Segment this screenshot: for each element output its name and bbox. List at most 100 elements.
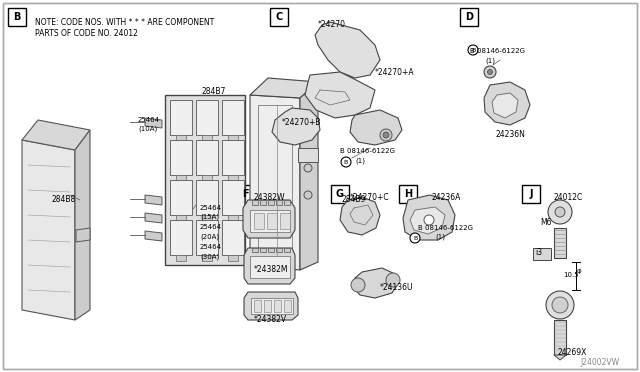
- Bar: [202, 215, 212, 221]
- Bar: [170, 220, 192, 255]
- Bar: [170, 180, 192, 215]
- Circle shape: [555, 207, 565, 217]
- Bar: [176, 135, 186, 141]
- Text: 24269X: 24269X: [558, 348, 588, 357]
- Text: J: J: [529, 189, 532, 199]
- Bar: [196, 220, 218, 255]
- Text: D: D: [465, 12, 473, 22]
- Bar: [267, 213, 277, 229]
- Bar: [202, 175, 212, 181]
- Text: (1): (1): [355, 157, 365, 164]
- Bar: [250, 256, 290, 278]
- Text: G: G: [336, 189, 344, 199]
- Polygon shape: [305, 72, 375, 118]
- Polygon shape: [22, 120, 90, 150]
- Text: φ: φ: [577, 268, 582, 274]
- Bar: [522, 185, 540, 203]
- Polygon shape: [403, 195, 455, 240]
- Circle shape: [386, 273, 400, 287]
- Polygon shape: [145, 118, 162, 128]
- Polygon shape: [243, 200, 295, 238]
- Bar: [165, 95, 245, 265]
- Circle shape: [380, 129, 392, 141]
- Polygon shape: [272, 108, 320, 145]
- Polygon shape: [353, 268, 398, 298]
- Circle shape: [341, 157, 351, 167]
- Text: *24270: *24270: [318, 20, 346, 29]
- Text: 24236A: 24236A: [432, 193, 461, 202]
- Bar: [264, 300, 271, 312]
- Bar: [196, 100, 218, 135]
- Text: *24136U: *24136U: [380, 283, 413, 292]
- Text: B: B: [413, 235, 417, 241]
- Text: 284B8: 284B8: [52, 195, 76, 204]
- Text: (10A): (10A): [138, 126, 157, 132]
- Polygon shape: [145, 231, 162, 241]
- Circle shape: [552, 297, 568, 313]
- Bar: [251, 298, 293, 314]
- Polygon shape: [252, 248, 258, 252]
- Bar: [254, 300, 261, 312]
- Polygon shape: [484, 82, 530, 125]
- Polygon shape: [284, 200, 290, 205]
- Circle shape: [468, 45, 478, 55]
- Bar: [250, 210, 290, 232]
- Polygon shape: [492, 93, 518, 118]
- Bar: [554, 228, 566, 258]
- Circle shape: [546, 291, 574, 319]
- Bar: [280, 213, 290, 229]
- Text: 284B7: 284B7: [202, 87, 227, 96]
- Polygon shape: [284, 248, 290, 252]
- Polygon shape: [250, 95, 300, 270]
- Polygon shape: [252, 200, 258, 205]
- Text: J24002VW: J24002VW: [580, 358, 619, 367]
- Text: 24382W: 24382W: [254, 193, 285, 202]
- Polygon shape: [410, 207, 445, 234]
- Text: *24382V: *24382V: [254, 315, 287, 324]
- Text: (1): (1): [435, 234, 445, 241]
- Bar: [258, 105, 292, 255]
- Polygon shape: [260, 200, 266, 205]
- Text: 25464: 25464: [200, 205, 222, 211]
- Polygon shape: [268, 248, 274, 252]
- Circle shape: [304, 164, 312, 172]
- Text: *24382M: *24382M: [254, 265, 289, 274]
- Circle shape: [488, 70, 493, 74]
- Text: B: B: [344, 160, 348, 164]
- Bar: [202, 135, 212, 141]
- Text: B 08146-6122G: B 08146-6122G: [470, 48, 525, 54]
- Text: 24236N: 24236N: [496, 130, 526, 139]
- Circle shape: [351, 278, 365, 292]
- Bar: [298, 148, 318, 162]
- Polygon shape: [145, 195, 162, 205]
- Polygon shape: [244, 248, 295, 284]
- Polygon shape: [350, 110, 402, 145]
- Circle shape: [484, 66, 496, 78]
- Bar: [176, 175, 186, 181]
- Text: 25464: 25464: [200, 224, 222, 230]
- Text: M6: M6: [540, 218, 552, 227]
- Circle shape: [548, 200, 572, 224]
- Circle shape: [304, 191, 312, 199]
- Circle shape: [383, 132, 389, 138]
- Text: *24270+B: *24270+B: [282, 118, 321, 127]
- Polygon shape: [244, 292, 298, 320]
- Bar: [254, 213, 264, 229]
- Text: 10.5: 10.5: [563, 272, 579, 278]
- Text: 25464: 25464: [200, 244, 222, 250]
- Text: C: C: [275, 12, 283, 22]
- Text: NOTE: CODE NOS. WITH * * * ARE COMPONENT: NOTE: CODE NOS. WITH * * * ARE COMPONENT: [35, 18, 214, 27]
- Bar: [236, 185, 254, 203]
- Polygon shape: [340, 197, 380, 235]
- Bar: [222, 100, 244, 135]
- Circle shape: [410, 233, 420, 243]
- Polygon shape: [145, 213, 162, 223]
- Bar: [170, 100, 192, 135]
- Polygon shape: [300, 82, 318, 270]
- Bar: [331, 185, 349, 203]
- Bar: [399, 185, 417, 203]
- Text: (1): (1): [485, 57, 495, 64]
- Text: H: H: [404, 189, 412, 199]
- Text: (15A): (15A): [200, 214, 219, 221]
- Polygon shape: [75, 130, 90, 320]
